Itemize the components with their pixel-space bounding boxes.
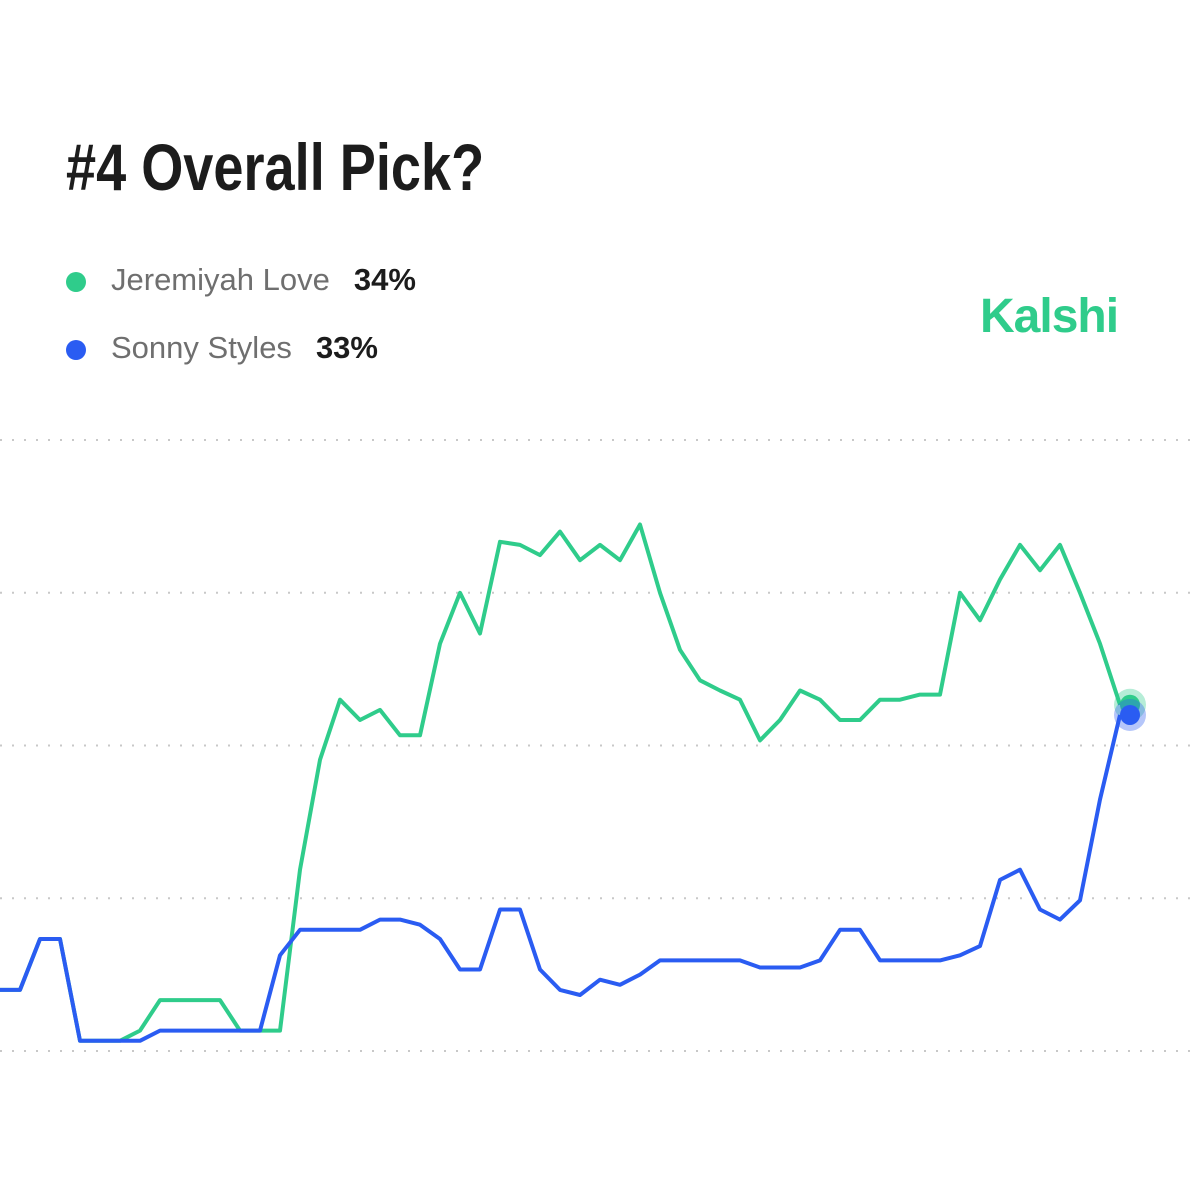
legend-name: Jeremiyah Love xyxy=(111,262,330,297)
legend-dot xyxy=(66,340,86,360)
brand-logo: Kalshi xyxy=(980,290,1118,343)
legend-name: Sonny Styles xyxy=(111,330,292,365)
plot xyxy=(0,522,1146,1043)
legend-value: 33% xyxy=(316,330,378,365)
series-line xyxy=(0,522,1122,1043)
grid xyxy=(0,439,1200,1052)
chart-title: #4 Overall Pick? xyxy=(66,130,484,204)
legend-dot xyxy=(66,272,86,292)
legend: Jeremiyah Love 34% Sonny Styles 33% xyxy=(66,262,416,365)
legend-value: 34% xyxy=(354,262,416,297)
end-point xyxy=(1120,704,1140,725)
series-line xyxy=(0,714,1122,1043)
